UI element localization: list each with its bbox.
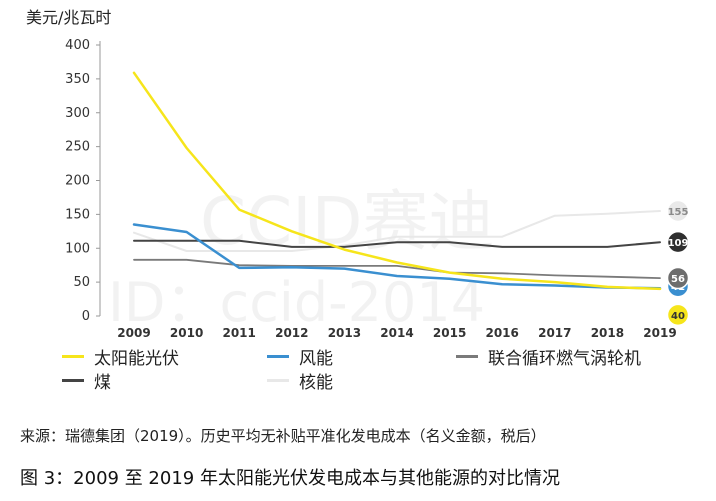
y-tick-label: 100 xyxy=(65,241,90,256)
line-chart: 0 50 100 150 200 250 300 350 400 2009 2010 2011 2012… xyxy=(65,38,690,340)
x-tick-label: 2018 xyxy=(591,326,624,340)
series-line-2 xyxy=(133,258,661,280)
legend-swatch-wind xyxy=(267,355,289,358)
legend-swatch-solar xyxy=(62,355,84,358)
y-tick-label: 250 xyxy=(65,140,90,155)
series-line-1 xyxy=(132,223,662,290)
legend-item-coal: 煤 xyxy=(62,368,111,393)
y-tick-label: 400 xyxy=(65,38,90,53)
x-tick-label: 2013 xyxy=(328,326,361,340)
y-axis-unit-label: 美元/兆瓦时 xyxy=(26,8,112,27)
x-tick-label: 2017 xyxy=(538,326,571,340)
x-tick-label: 2015 xyxy=(433,326,466,340)
x-tick-label: 2012 xyxy=(275,326,308,340)
end-value-badge-0 xyxy=(666,303,690,327)
legend-swatch-coal xyxy=(62,379,84,382)
series-line-3 xyxy=(133,239,661,248)
legend-swatch-gas xyxy=(456,355,478,358)
x-tick-label: 2010 xyxy=(170,326,203,340)
legend-item-solar: 太阳能光伏 xyxy=(62,344,179,369)
legend-item-gas: 联合循环燃气涡轮机 xyxy=(456,344,641,369)
legend-item-wind: 风能 xyxy=(267,344,333,369)
figure-caption: 图 3：2009 至 2019 年太阳能光伏发电成本与其他能源的对比情况 xyxy=(20,468,560,489)
y-tick-label: 200 xyxy=(65,174,90,189)
x-tick-label: 2014 xyxy=(380,326,413,340)
x-tick-label: 2009 xyxy=(117,326,150,340)
legend-label-solar: 太阳能光伏 xyxy=(94,349,179,369)
end-value-badge-3 xyxy=(666,230,690,254)
legend-label-gas: 联合循环燃气涡轮机 xyxy=(488,349,641,369)
x-tick-label: 2016 xyxy=(485,326,518,340)
y-tick-label: 300 xyxy=(65,106,90,121)
legend-label-wind: 风能 xyxy=(299,349,333,369)
source-note: 来源：瑞德集团（2019）。历史平均无补贴平准化发电成本（名义金额，税后） xyxy=(20,427,546,445)
y-tick-label: 150 xyxy=(65,207,90,222)
legend-swatch-nuclear xyxy=(267,379,289,382)
end-value-label-4: 155 xyxy=(668,207,689,218)
end-value-label-2: 56 xyxy=(671,274,685,285)
end-value-badge-4 xyxy=(666,199,690,223)
legend-item-nuclear: 核能 xyxy=(267,368,333,393)
series-line-0 xyxy=(132,71,662,291)
end-value-label-0: 40 xyxy=(671,311,685,322)
y-tick-label: 0 xyxy=(82,309,90,324)
series-line-4 xyxy=(133,210,661,252)
x-tick-label: 2019 xyxy=(643,326,676,340)
end-value-badge-2 xyxy=(666,266,690,290)
end-value-label-3: 109 xyxy=(668,238,689,249)
y-tick-label: 50 xyxy=(73,275,90,290)
legend-label-nuclear: 核能 xyxy=(299,373,333,393)
y-tick-label: 350 xyxy=(65,72,90,87)
legend-label-coal: 煤 xyxy=(94,373,111,393)
x-tick-label: 2011 xyxy=(222,326,255,340)
